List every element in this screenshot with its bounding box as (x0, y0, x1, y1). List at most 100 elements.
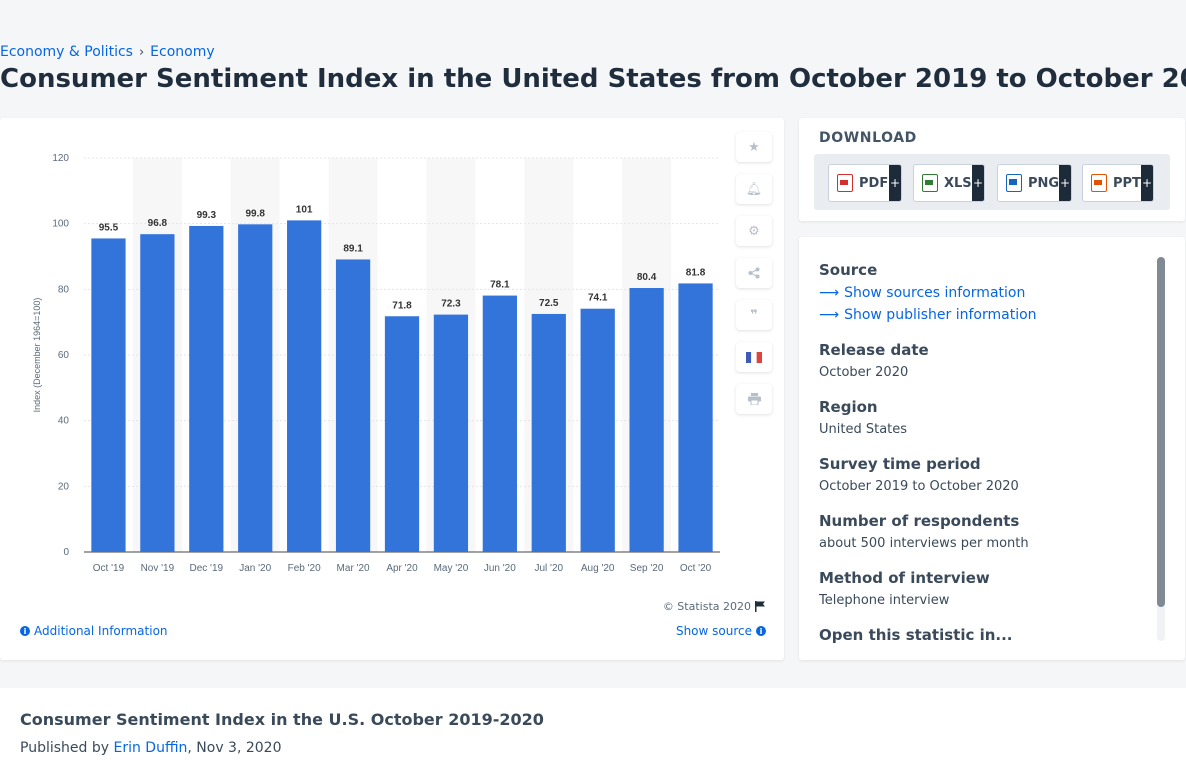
flag-icon[interactable] (755, 601, 766, 612)
show-source-label: Show source (675, 624, 752, 638)
download-xls-label: XLS (944, 175, 972, 191)
bar (91, 238, 126, 553)
download-ppt-button[interactable]: PPT + (1082, 164, 1154, 202)
bar (629, 288, 664, 552)
details-scrollbar[interactable] (1157, 257, 1165, 641)
download-pdf-label: PDF (859, 175, 889, 191)
show-publisher-link[interactable]: ⟶ Show publisher information (819, 307, 1149, 323)
y-tick-label: 20 (58, 481, 70, 492)
cite-button[interactable]: ❞ (736, 300, 772, 330)
open-statistic-heading[interactable]: Open this statistic in... (819, 626, 1013, 644)
open-statistic-section: Open this statistic in... (819, 626, 1149, 644)
bar (140, 234, 175, 552)
print-icon (747, 393, 761, 405)
data-label: 99.3 (197, 210, 217, 221)
breadcrumb-separator: › (138, 44, 145, 60)
method-section: Method of interview Telephone interview (819, 569, 1149, 608)
bell-icon: 🔔︎ (745, 181, 763, 197)
data-label: 89.1 (343, 243, 363, 254)
details-scrollbar-thumb[interactable] (1157, 257, 1165, 607)
x-tick-label: Apr '20 (386, 563, 418, 574)
x-tick-label: Dec '19 (190, 563, 224, 574)
bar (384, 316, 420, 552)
survey-period-heading: Survey time period (819, 455, 981, 473)
source-heading: Source (819, 261, 878, 279)
breadcrumb-economy-politics[interactable]: Economy & Politics (0, 44, 133, 60)
download-png-label: PNG (1028, 175, 1060, 191)
data-label: 72.3 (441, 299, 461, 310)
download-png-button[interactable]: PNG + (997, 164, 1072, 202)
data-label: 95.5 (99, 222, 119, 233)
download-xls-plus[interactable]: + (972, 165, 984, 201)
statistic-details: Source ⟶ Show sources information ⟶ Show… (819, 261, 1149, 660)
download-button-strip: PDF + XLS + PNG + PPT + (814, 154, 1170, 210)
bar (580, 308, 615, 552)
data-label: 99.8 (245, 208, 265, 219)
method-value: Telephone interview (819, 593, 950, 608)
share-button[interactable] (736, 258, 772, 288)
download-pdf-button[interactable]: PDF + (828, 164, 902, 202)
data-label: 81.8 (686, 267, 706, 278)
notification-button[interactable]: 🔔︎ (736, 174, 772, 204)
y-tick-label: 100 (52, 219, 69, 230)
info-icon: i (756, 626, 766, 636)
print-button[interactable] (736, 384, 772, 414)
settings-button[interactable]: ⚙ (736, 216, 772, 246)
download-xls-button[interactable]: XLS + (913, 164, 985, 202)
y-tick-label: 80 (58, 284, 70, 295)
favorite-button[interactable]: ★ (736, 132, 772, 162)
top-bar (0, 0, 1186, 40)
x-tick-label: Oct '19 (93, 563, 125, 574)
language-button[interactable] (736, 342, 772, 372)
bar (238, 224, 273, 552)
data-label: 96.8 (148, 218, 168, 229)
png-file-icon (1006, 174, 1022, 192)
show-source-link[interactable]: Show source i (676, 624, 766, 638)
pdf-file-icon (837, 174, 853, 192)
additional-information-label: Additional Information (34, 624, 168, 638)
download-panel: DOWNLOAD PDF + XLS + PNG + PPT + (799, 118, 1185, 221)
region-heading: Region (819, 398, 878, 416)
x-tick-label: Aug '20 (581, 563, 615, 574)
xls-file-icon (922, 174, 938, 192)
quote-icon: ❞ (750, 307, 758, 323)
gear-icon: ⚙ (748, 223, 760, 239)
y-tick-label: 40 (58, 416, 70, 427)
y-tick-label: 0 (63, 547, 69, 558)
data-label: 74.1 (588, 293, 608, 304)
download-title: DOWNLOAD (819, 130, 917, 146)
published-by: Published by Erin Duffin, Nov 3, 2020 (20, 740, 282, 756)
statistic-summary: Consumer Sentiment Index in the U.S. Oct… (0, 688, 1186, 760)
additional-information-link[interactable]: i Additional Information (20, 624, 168, 638)
data-label: 71.8 (392, 300, 412, 311)
region-section: Region United States (819, 398, 1149, 437)
download-png-plus[interactable]: + (1059, 165, 1071, 201)
chart-toolbar: ★ 🔔︎ ⚙ ❞ (736, 132, 772, 426)
download-pdf-plus[interactable]: + (889, 165, 901, 201)
share-icon (748, 267, 760, 279)
ppt-file-icon (1091, 174, 1107, 192)
region-value: United States (819, 422, 908, 437)
author-link[interactable]: Erin Duffin (113, 740, 188, 756)
x-tick-label: Sep '20 (630, 563, 664, 574)
x-tick-label: Jul '20 (534, 563, 563, 574)
statistic-details-panel: Source ⟶ Show sources information ⟶ Show… (799, 237, 1185, 660)
breadcrumb-economy[interactable]: Economy (150, 44, 215, 60)
arrow-right-icon: ⟶ (819, 307, 840, 323)
respondents-value: about 500 interviews per month (819, 536, 1029, 551)
download-ppt-plus[interactable]: + (1141, 165, 1153, 201)
x-tick-label: Jan '20 (239, 563, 271, 574)
show-sources-link[interactable]: ⟶ Show sources information (819, 285, 1149, 301)
survey-period-value: October 2019 to October 2020 (819, 479, 1019, 494)
data-label: 78.1 (490, 280, 510, 291)
data-label: 72.5 (539, 298, 559, 309)
arrow-right-icon: ⟶ (819, 285, 840, 301)
show-sources-label: Show sources information (844, 285, 1026, 301)
bar (531, 313, 566, 552)
page-title: Consumer Sentiment Index in the United S… (0, 64, 1186, 94)
published-date: , Nov 3, 2020 (187, 740, 282, 756)
release-date-section: Release date October 2020 (819, 341, 1149, 380)
source-section: Source ⟶ Show sources information ⟶ Show… (819, 261, 1149, 323)
survey-period-section: Survey time period October 2019 to Octob… (819, 455, 1149, 494)
x-tick-label: Mar '20 (337, 563, 370, 574)
